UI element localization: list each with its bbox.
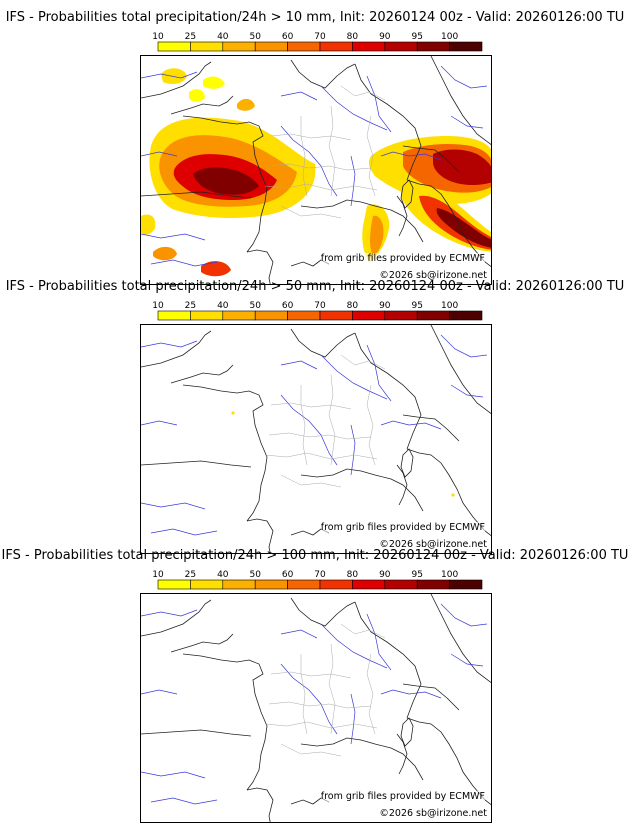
legend-tick-label: 40	[217, 570, 229, 580]
legend-swatch	[416, 41, 450, 52]
legend-tick-label: 80	[347, 301, 359, 311]
panel-50mm: IFS - Probabilities total precipitation/…	[0, 276, 630, 554]
panel-100mm: IFS - Probabilities total precipitation/…	[0, 545, 630, 823]
precip-speck	[231, 411, 235, 415]
legend-swatch	[416, 310, 450, 321]
panel-10mm: IFS - Probabilities total precipitation/…	[0, 7, 630, 285]
legend-swatch	[222, 41, 256, 52]
credit-source: from grib files provided by ECMWF	[320, 522, 485, 533]
legend-tick-label: 25	[185, 301, 196, 311]
legend-tick-label: 70	[314, 301, 326, 311]
precip-scattered	[141, 68, 255, 277]
legend-swatch	[287, 579, 321, 590]
legend-swatch	[384, 41, 418, 52]
legend-tick-label: 60	[282, 570, 294, 580]
legend-swatch	[384, 310, 418, 321]
legend-swatch	[352, 41, 386, 52]
legend-swatch	[319, 310, 353, 321]
legend-tick-label: 50	[249, 32, 261, 42]
legend-swatch	[449, 310, 483, 321]
legend-swatch	[319, 579, 353, 590]
legend-tick-label: 100	[441, 570, 458, 580]
legend-swatch	[222, 579, 256, 590]
legend-tick-label: 50	[249, 570, 261, 580]
precip-west	[149, 117, 316, 218]
credit-copyright: ©2026 sb@irizone.net	[379, 539, 487, 550]
legend-swatch	[449, 41, 483, 52]
legend-swatch	[352, 579, 386, 590]
credit-source: from grib files provided by ECMWF	[320, 253, 485, 264]
legend-tick-label: 25	[185, 570, 196, 580]
legend-swatch	[449, 579, 483, 590]
legend-swatch	[287, 41, 321, 52]
legend-tick-label: 70	[314, 570, 326, 580]
legend-swatch	[254, 579, 288, 590]
legend-swatch	[190, 579, 224, 590]
colorbar-legend: 10 25 40 50 60 70 80 90 95 100	[152, 570, 483, 590]
legend-tick-label: 10	[152, 570, 164, 580]
legend-tick-label: 70	[314, 32, 326, 42]
legend-tick-label: 60	[282, 301, 294, 311]
credit-copyright: ©2026 sb@irizone.net	[379, 808, 487, 819]
legend-swatch	[254, 41, 288, 52]
legend-tick-label: 10	[152, 32, 164, 42]
credit-source: from grib files provided by ECMWF	[320, 791, 485, 802]
legend-tick-label: 80	[347, 570, 359, 580]
probability-map: from grib files provided by ECMWF ©2026 …	[140, 324, 492, 554]
legend-tick-label: 60	[282, 32, 294, 42]
legend-tick-label: 10	[152, 301, 164, 311]
legend-swatch	[157, 310, 191, 321]
legend-swatch	[222, 310, 256, 321]
legend-tick-label: 95	[411, 301, 422, 311]
colorbar-legend: 10 25 40 50 60 70 80 90 95 100	[152, 32, 483, 52]
legend-tick-label: 50	[249, 301, 261, 311]
credit-copyright: ©2026 sb@irizone.net	[379, 270, 487, 281]
legend-tick-label: 100	[441, 301, 458, 311]
legend-swatch	[157, 579, 191, 590]
legend-swatch	[190, 310, 224, 321]
panel-title: IFS - Probabilities total precipitation/…	[1, 548, 629, 563]
legend-tick-label: 90	[379, 32, 391, 42]
probability-map: from grib files provided by ECMWF ©2026 …	[140, 55, 492, 285]
legend-swatch	[254, 310, 288, 321]
legend-swatch	[416, 579, 450, 590]
legend-tick-label: 95	[411, 32, 422, 42]
legend-swatch	[384, 579, 418, 590]
legend-swatch	[319, 41, 353, 52]
legend-tick-label: 100	[441, 32, 458, 42]
legend-tick-label: 40	[217, 32, 229, 42]
probability-map: from grib files provided by ECMWF ©2026 …	[140, 593, 492, 823]
legend-swatch	[157, 41, 191, 52]
legend-swatch	[190, 41, 224, 52]
colorbar-legend: 10 25 40 50 60 70 80 90 95 100	[152, 301, 483, 321]
legend-tick-label: 25	[185, 32, 196, 42]
precip-east	[362, 136, 491, 262]
legend-tick-label: 40	[217, 301, 229, 311]
panel-title: IFS - Probabilities total precipitation/…	[5, 279, 625, 294]
legend-swatch	[352, 310, 386, 321]
precip-speck	[451, 493, 455, 497]
legend-swatch	[287, 310, 321, 321]
legend-tick-label: 90	[379, 570, 391, 580]
panel-title: IFS - Probabilities total precipitation/…	[5, 10, 625, 25]
legend-tick-label: 95	[411, 570, 422, 580]
legend-tick-label: 90	[379, 301, 391, 311]
legend-tick-label: 80	[347, 32, 359, 42]
